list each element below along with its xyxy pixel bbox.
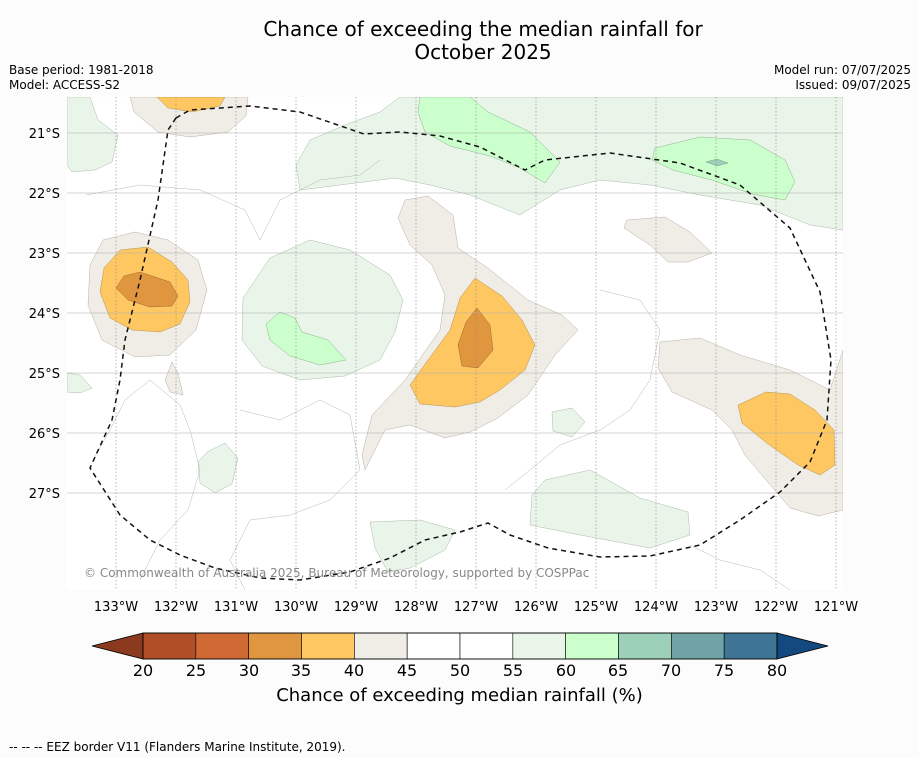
map-title-line1: Chance of exceeding the median rainfall … [263,17,703,41]
contour-40-45-northwest [129,97,249,138]
contour-line-1 [85,159,381,241]
lon-label-127: 127°W [454,600,498,615]
copyright-notice: © Commonwealth of Australia 2025, Bureau… [84,566,589,580]
cb-tick-35: 35 [291,661,311,680]
colorbar-segment [565,632,619,660]
contour-35-40-east [737,391,836,476]
colorbar-segments [142,632,778,660]
cb-tick-50: 50 [450,661,470,680]
lat-label-24: 24°S [29,307,60,322]
model-run-label: Model run: 07/07/2025 [773,63,911,77]
colorbar-segment [459,632,514,660]
colorbar-segment [512,632,566,660]
cb-tick-65: 65 [608,661,628,680]
colorbar-outline [142,632,778,660]
contour-40-45-spike [164,361,184,396]
eez-border [89,105,832,581]
contour-line-2 [92,379,201,581]
cb-tick-55: 55 [503,661,523,680]
lat-label-21: 21°S [29,127,60,142]
colorbar-segment [195,632,249,660]
lon-label-123: 123°W [694,600,738,615]
map-title: Chance of exceeding the median rainfall … [0,18,919,64]
contour-55-60-edge [67,372,93,394]
colorbar-segment [671,632,725,660]
lat-label-27: 27°S [29,487,60,502]
colorbar-segment [248,632,302,660]
cb-tick-30: 30 [239,661,259,680]
contour-60-65-north [417,97,561,184]
lon-label-125: 125°W [574,600,618,615]
lon-label-126: 126°W [514,600,558,615]
contour-30-35-central [457,307,494,369]
colorbar-segment [142,632,197,660]
eez-legend-note: -- -- -- EEZ border V11 (Flanders Marine… [9,740,346,754]
lon-label-131: 131°W [214,600,258,615]
lon-label-128: 128°W [394,600,438,615]
meta-left: Base period: 1981-2018 Model: ACCESS-S2 [9,63,154,93]
contour-65-70-spot [705,158,729,167]
model-label: Model: ACCESS-S2 [9,78,121,92]
colorbar-label: Chance of exceeding median rainfall (%) [276,685,643,706]
meta-right: Model run: 07/07/2025 Issued: 09/07/2025 [774,63,911,93]
colorbar-left-extend [91,632,144,660]
colorbar-segment [723,632,778,660]
contour-55-60-southeast [529,469,691,549]
contour-60-65-center [265,311,347,366]
colorbar-segment [354,632,408,660]
cb-tick-75: 75 [714,661,734,680]
lon-label-121: 121°W [814,600,858,615]
contour-55-60-small [551,407,586,438]
cb-tick-60: 60 [556,661,576,680]
colorbar-segment [618,632,672,660]
lat-label-22: 22°S [29,187,60,202]
contour-line-3 [504,289,661,491]
latitude-labels: 21°S 22°S 23°S 24°S 25°S 26°S 27°S [29,127,60,502]
contour-30-35-west [115,271,179,308]
base-period-label: Base period: 1981-2018 [9,63,154,77]
colorbar-segment [301,632,355,660]
colorbar-ticks: 20 25 30 35 40 45 50 55 60 65 70 75 80 [133,661,787,680]
map-title-line2: October 2025 [414,40,552,64]
colorbar-right-extend [776,632,829,660]
lat-label-26: 26°S [29,427,60,442]
cb-tick-25: 25 [186,661,206,680]
colorbar [91,632,829,660]
colorbar-segment [406,632,461,660]
contour-35-40-north [156,97,226,113]
lon-label-122: 122°W [754,600,798,615]
lon-label-132: 132°W [154,600,198,615]
cb-tick-80: 80 [767,661,787,680]
lat-label-23: 23°S [29,247,60,262]
graticule [67,97,843,590]
contour-line-5 [689,544,791,590]
contour-55-60-west [67,97,119,173]
longitude-labels: 133°W 132°W 131°W 130°W 129°W 128°W 127°… [94,600,858,615]
cb-tick-40: 40 [344,661,364,680]
cb-tick-20: 20 [133,661,153,680]
map-area: © Commonwealth of Australia 2025, Bureau… [67,97,843,590]
lon-label-124: 124°W [634,600,678,615]
contour-60-65-northeast [651,136,796,201]
contour-line-4 [229,399,361,590]
cb-tick-45: 45 [397,661,417,680]
contour-40-45-east [623,216,713,263]
lon-label-133: 133°W [94,600,138,615]
issued-label: Issued: 09/07/2025 [795,78,911,92]
cb-tick-70: 70 [661,661,681,680]
contour-55-60-southwest [197,442,239,494]
lon-label-129: 129°W [334,600,378,615]
lon-label-130: 130°W [274,600,318,615]
lat-label-25: 25°S [29,367,60,382]
